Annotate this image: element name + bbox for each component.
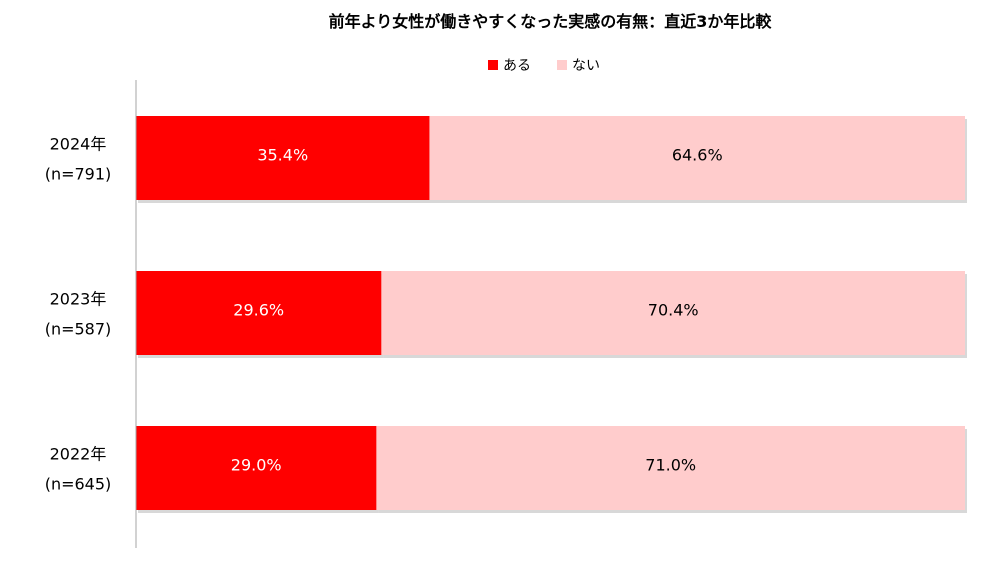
data-label-nai-0: 64.6%: [672, 146, 723, 165]
legend: ある ない: [488, 55, 626, 75]
category-label-year-2: 2022年: [50, 445, 107, 464]
bar-aru-1: [136, 271, 382, 355]
category-label-n-2: (n=645): [45, 475, 112, 494]
legend-label-nai: ない: [572, 58, 600, 74]
legend-swatch-nai: [557, 60, 567, 70]
bar-aru-2: [136, 426, 377, 510]
bar-aru-0: [136, 116, 430, 200]
data-label-nai-2: 71.0%: [645, 456, 696, 475]
data-label-aru-2: 29.0%: [231, 456, 282, 475]
bar-nai-1: [381, 271, 965, 355]
chart-title: 前年より女性が働きやすくなった実感の有無：直近3か年比較: [328, 12, 772, 31]
legend-swatch-aru: [488, 60, 498, 70]
data-label-aru-1: 29.6%: [233, 301, 284, 320]
bar-nai-0: [429, 116, 965, 200]
legend-item-nai: ない: [557, 55, 600, 75]
category-label-year-1: 2023年: [50, 290, 107, 309]
category-label-year-0: 2024年: [50, 135, 107, 154]
category-label-n-1: (n=587): [45, 320, 112, 339]
bar-nai-2: [376, 426, 965, 510]
legend-item-aru: ある: [488, 55, 531, 75]
data-label-aru-0: 35.4%: [257, 146, 308, 165]
category-label-n-0: (n=791): [45, 165, 112, 184]
legend-label-aru: ある: [503, 58, 531, 74]
data-label-nai-1: 70.4%: [648, 301, 699, 320]
